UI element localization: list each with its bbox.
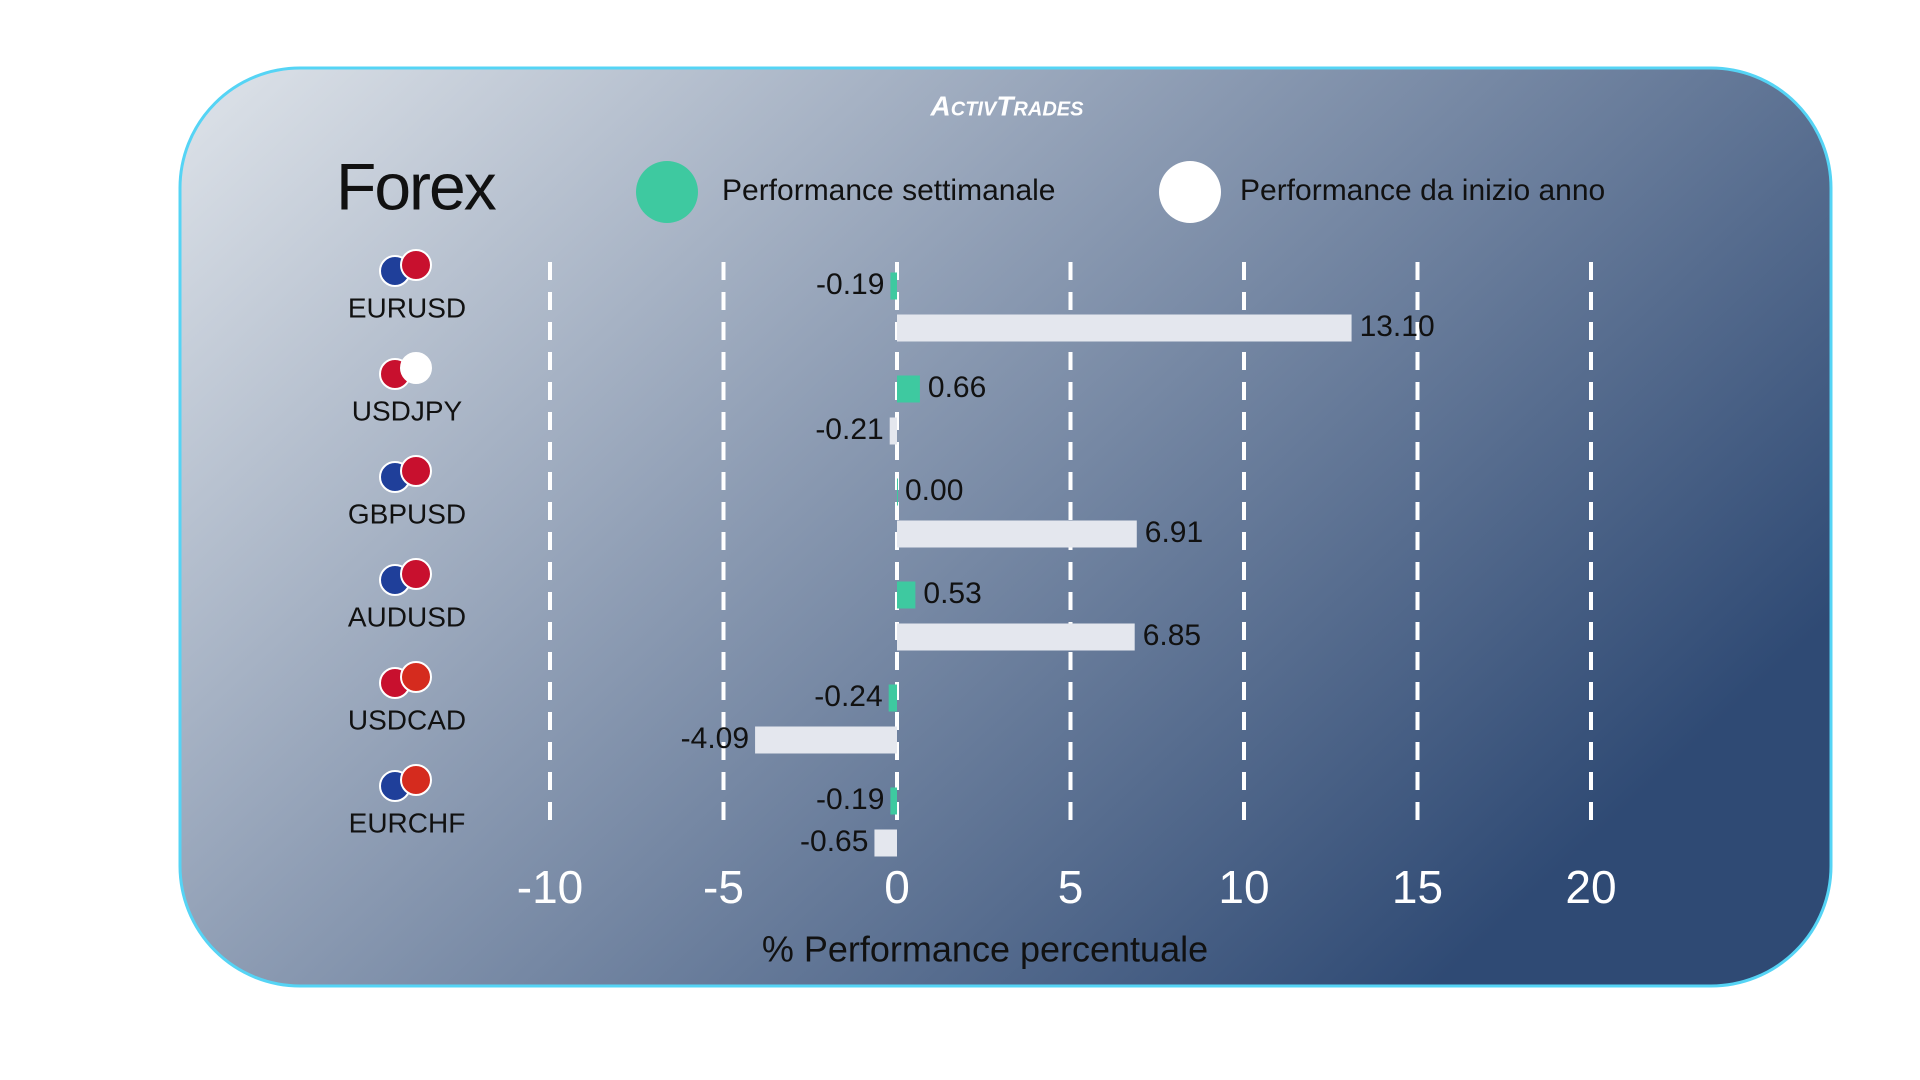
- data-label: -0.24: [814, 680, 882, 713]
- bar: [888, 684, 897, 712]
- y-tick-label: USDCAD: [348, 704, 466, 735]
- x-axis-label: % Performance percentuale: [762, 929, 1208, 970]
- y-tick-label: GBPUSD: [348, 498, 466, 529]
- data-label: -4.09: [681, 722, 749, 755]
- flag-icon: [400, 764, 432, 796]
- bar: [889, 417, 897, 445]
- flag-icon: [400, 558, 432, 590]
- y-tick-label: EURCHF: [349, 807, 466, 838]
- x-tick-label: 20: [1565, 861, 1616, 913]
- bar: [897, 375, 920, 403]
- data-label: 13.10: [1360, 310, 1435, 343]
- bar: [897, 581, 916, 609]
- plot-area: -10 -5 0 5 10 15 20 EURUSD -0.19 13.10 USDJPY 0.66 -…: [348, 249, 1617, 913]
- legend-swatch: [1159, 161, 1221, 223]
- data-label: -0.19: [816, 783, 884, 816]
- flag-icon: [400, 661, 432, 693]
- brand-logo: ActivTrades: [930, 90, 1085, 121]
- bar: [890, 272, 897, 300]
- x-tick-label: -10: [517, 861, 583, 913]
- bar: [755, 726, 897, 754]
- bar: [897, 520, 1137, 548]
- legend-label: Performance settimanale: [722, 174, 1056, 207]
- y-tick-label: AUDUSD: [348, 601, 466, 632]
- bar: [874, 829, 897, 857]
- x-tick-label: 5: [1058, 861, 1084, 913]
- y-tick-label: USDJPY: [352, 395, 463, 426]
- flag-icon: [400, 455, 432, 487]
- chart-title: Forex: [336, 149, 497, 223]
- bar: [897, 314, 1352, 342]
- legend-label: Performance da inizio anno: [1240, 174, 1605, 207]
- data-label: 6.91: [1145, 516, 1203, 549]
- data-label: 0.66: [928, 371, 986, 404]
- bar: [897, 478, 898, 506]
- legend-swatch: [636, 161, 698, 223]
- flag-icon: [400, 249, 432, 281]
- data-label: 0.00: [905, 474, 963, 507]
- x-tick-label: 0: [884, 861, 910, 913]
- flag-icon: [400, 352, 432, 384]
- data-label: 6.85: [1143, 619, 1201, 652]
- data-label: -0.21: [815, 413, 883, 446]
- y-tick-label: EURUSD: [348, 292, 466, 323]
- data-label: -0.65: [800, 825, 868, 858]
- legend: Performance settimanale Performance da in…: [636, 161, 1605, 223]
- data-label: -0.19: [816, 268, 884, 301]
- x-tick-label: 15: [1392, 861, 1443, 913]
- bar: [890, 787, 897, 815]
- bar: [897, 623, 1135, 651]
- x-tick-label: 10: [1218, 861, 1269, 913]
- x-tick-label: -5: [703, 861, 744, 913]
- data-label: 0.53: [923, 577, 981, 610]
